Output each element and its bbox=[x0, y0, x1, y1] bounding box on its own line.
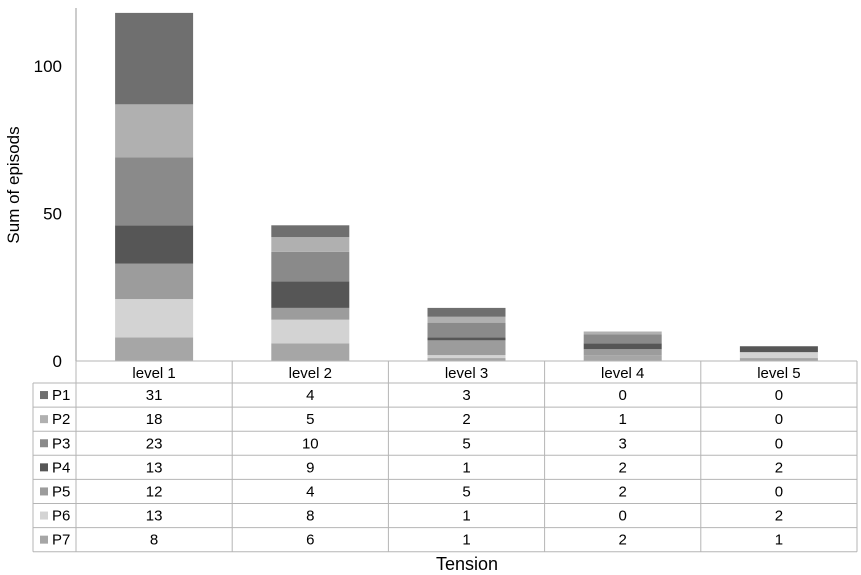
y-tick-label: 0 bbox=[53, 352, 62, 371]
bar-segment-p4-level-4 bbox=[583, 343, 662, 350]
table-cell-value: 13 bbox=[146, 459, 163, 476]
table-cell-value: 1 bbox=[462, 532, 470, 549]
table-cell-value: 2 bbox=[619, 459, 627, 476]
table-cell-value: 4 bbox=[306, 483, 314, 500]
table-cell-value: 5 bbox=[462, 483, 470, 500]
category-label: level 5 bbox=[757, 365, 800, 382]
table-cell-value: 5 bbox=[306, 411, 314, 428]
x-axis-label: Tension bbox=[436, 554, 498, 574]
series-name: P6 bbox=[52, 508, 70, 525]
bar-segment-p7-level-3 bbox=[427, 358, 506, 361]
bar-segment-p4-level-1 bbox=[115, 225, 194, 264]
table-cell-value: 31 bbox=[146, 387, 163, 404]
table-cell-value: 2 bbox=[775, 459, 783, 476]
table-cell-value: 2 bbox=[462, 411, 470, 428]
table-cell-value: 10 bbox=[302, 435, 319, 452]
y-axis-label: Sum of episods bbox=[4, 126, 23, 243]
bar-segment-p4-level-2 bbox=[271, 281, 350, 308]
category-label: level 4 bbox=[601, 365, 644, 382]
category-label: level 2 bbox=[289, 365, 332, 382]
category-label: level 1 bbox=[132, 365, 175, 382]
legend-key-p3 bbox=[40, 439, 48, 448]
bars bbox=[115, 12, 818, 361]
y-tick-labels: 0 50 100 bbox=[34, 57, 62, 371]
table-cell-value: 8 bbox=[306, 508, 314, 525]
bar-segment-p3-level-1 bbox=[115, 157, 194, 226]
table-cell-value: 12 bbox=[146, 483, 163, 500]
series-name: P2 bbox=[52, 411, 70, 428]
bar-segment-p1-level-1 bbox=[115, 12, 194, 105]
bar-segment-p5-level-3 bbox=[427, 340, 506, 356]
table-cell-value: 4 bbox=[306, 387, 314, 404]
bar-segment-p5-level-2 bbox=[271, 307, 350, 320]
bar-segment-p1-level-3 bbox=[427, 307, 506, 317]
table-cell-value: 1 bbox=[462, 459, 470, 476]
bar-segment-p6-level-2 bbox=[271, 319, 350, 344]
table-cell-value: 0 bbox=[775, 387, 783, 404]
legend-key-p4 bbox=[40, 463, 48, 472]
bar-segment-p3-level-4 bbox=[583, 334, 662, 344]
bar-segment-p7-level-1 bbox=[115, 337, 194, 361]
bar-segment-p4-level-5 bbox=[739, 346, 818, 353]
table-cell-value: 13 bbox=[146, 508, 163, 525]
bar-segment-p7-level-4 bbox=[583, 355, 662, 361]
table-cell-value: 6 bbox=[306, 532, 314, 549]
table-cell-value: 0 bbox=[775, 411, 783, 428]
series-name: P3 bbox=[52, 435, 70, 452]
y-axis: 0 50 100 Sum of episods bbox=[4, 8, 77, 371]
table-cell-value: 0 bbox=[619, 508, 627, 525]
series-name: P7 bbox=[52, 532, 70, 549]
legend-key-p6 bbox=[40, 511, 48, 520]
category-label: level 3 bbox=[445, 365, 488, 382]
table-cell-value: 23 bbox=[146, 435, 163, 452]
bar-segment-p6-level-1 bbox=[115, 299, 194, 338]
table-cell-value: 5 bbox=[462, 435, 470, 452]
table-cell-value: 0 bbox=[775, 483, 783, 500]
y-tick-label: 50 bbox=[43, 205, 62, 224]
legend-key-p5 bbox=[40, 487, 48, 496]
legend-key-p2 bbox=[40, 415, 48, 424]
bar-segment-p2-level-1 bbox=[115, 104, 194, 158]
bar-segment-p7-level-2 bbox=[271, 343, 350, 361]
table-cell-value: 0 bbox=[619, 387, 627, 404]
data-table: level 1 level 2 level 3 level 4 level 5P1 31 4… bbox=[32, 360, 858, 553]
table-cell-value: 3 bbox=[619, 435, 627, 452]
table-cell-value: 18 bbox=[146, 411, 163, 428]
table-cell-value: 2 bbox=[619, 532, 627, 549]
bar-segment-p5-level-1 bbox=[115, 263, 194, 300]
series-name: P5 bbox=[52, 483, 70, 500]
bar-segment-p6-level-5 bbox=[739, 352, 818, 359]
table-cell-value: 9 bbox=[306, 459, 314, 476]
bar-segment-p1-level-2 bbox=[271, 225, 350, 238]
bar-segment-p5-level-4 bbox=[583, 349, 662, 356]
y-tick-label: 100 bbox=[34, 57, 62, 76]
table-cell-value: 2 bbox=[775, 508, 783, 525]
table-cell-value: 2 bbox=[619, 483, 627, 500]
bar-segment-p2-level-3 bbox=[427, 316, 506, 323]
bar-segment-p2-level-2 bbox=[271, 237, 350, 252]
table-cell-value: 1 bbox=[462, 508, 470, 525]
legend-key-p1 bbox=[40, 391, 48, 400]
bar-segment-p3-level-2 bbox=[271, 251, 350, 282]
bar-segment-p4-level-3 bbox=[427, 337, 506, 341]
series-name: P1 bbox=[52, 387, 70, 404]
table-cell-value: 1 bbox=[775, 532, 783, 549]
bar-segment-p2-level-4 bbox=[583, 331, 662, 335]
table-cell-value: 8 bbox=[150, 532, 158, 549]
series-name: P4 bbox=[52, 459, 70, 476]
table-cell-value: 3 bbox=[462, 387, 470, 404]
legend-key-p7 bbox=[40, 535, 48, 544]
table-cell-value: 0 bbox=[775, 435, 783, 452]
bar-segment-p7-level-5 bbox=[739, 358, 818, 361]
bar-segment-p3-level-3 bbox=[427, 322, 506, 338]
bar-segment-p6-level-3 bbox=[427, 355, 506, 359]
table-cell-value: 1 bbox=[619, 411, 627, 428]
